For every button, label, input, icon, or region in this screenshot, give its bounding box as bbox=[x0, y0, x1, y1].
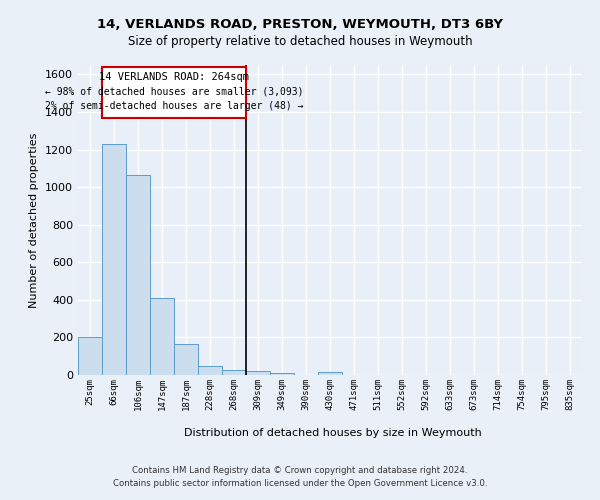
Text: 2% of semi-detached houses are larger (48) →: 2% of semi-detached houses are larger (4… bbox=[45, 100, 304, 110]
Bar bbox=[318, 372, 342, 375]
FancyBboxPatch shape bbox=[103, 67, 246, 117]
Bar bbox=[102, 144, 126, 375]
Bar bbox=[150, 298, 174, 375]
Text: Size of property relative to detached houses in Weymouth: Size of property relative to detached ho… bbox=[128, 35, 472, 48]
Bar bbox=[174, 344, 198, 375]
Text: 14 VERLANDS ROAD: 264sqm: 14 VERLANDS ROAD: 264sqm bbox=[99, 72, 249, 82]
Y-axis label: Number of detached properties: Number of detached properties bbox=[29, 132, 40, 308]
Bar bbox=[198, 366, 222, 375]
Bar bbox=[270, 372, 294, 375]
Text: 14, VERLANDS ROAD, PRESTON, WEYMOUTH, DT3 6BY: 14, VERLANDS ROAD, PRESTON, WEYMOUTH, DT… bbox=[97, 18, 503, 30]
Text: Distribution of detached houses by size in Weymouth: Distribution of detached houses by size … bbox=[184, 428, 482, 438]
Bar bbox=[126, 175, 150, 375]
Bar bbox=[222, 370, 246, 375]
Text: ← 98% of detached houses are smaller (3,093): ← 98% of detached houses are smaller (3,… bbox=[45, 86, 304, 96]
Text: Contains HM Land Registry data © Crown copyright and database right 2024.
Contai: Contains HM Land Registry data © Crown c… bbox=[113, 466, 487, 487]
Bar bbox=[78, 338, 102, 375]
Bar bbox=[246, 371, 270, 375]
